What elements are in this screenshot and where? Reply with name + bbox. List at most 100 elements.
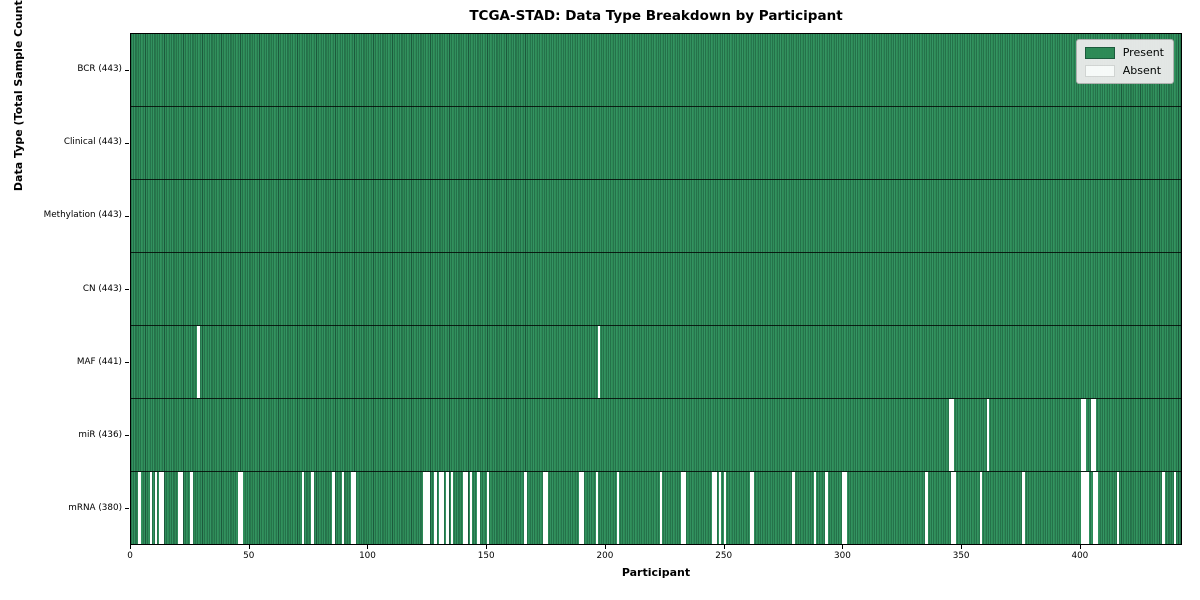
heatmap-row-Methylation xyxy=(131,179,1181,252)
absent-mark xyxy=(351,472,354,544)
x-tick-mark xyxy=(486,545,488,549)
y-tick-label: MAF (441) xyxy=(76,356,122,367)
x-tick-mark xyxy=(367,545,369,549)
legend-label-present: Present xyxy=(1122,46,1164,59)
absent-mark xyxy=(979,472,983,544)
legend: Present Absent xyxy=(1075,39,1174,84)
absent-mark xyxy=(616,472,620,544)
x-tick-label: 50 xyxy=(243,551,255,561)
absent-mark xyxy=(1081,399,1084,471)
absent-mark xyxy=(161,472,165,544)
absent-mark xyxy=(240,472,243,544)
absent-mark xyxy=(190,472,193,544)
absent-mark xyxy=(842,472,845,544)
legend-swatch-absent-icon xyxy=(1084,64,1115,77)
y-tick-marks xyxy=(125,33,130,545)
x-tick-mark xyxy=(842,545,844,549)
absent-mark xyxy=(844,472,847,544)
legend-swatch-present-icon xyxy=(1084,46,1115,59)
legend-label-absent: Absent xyxy=(1122,64,1162,77)
absent-mark xyxy=(450,472,454,544)
heatmap-row-miR xyxy=(131,398,1181,471)
absent-mark xyxy=(424,472,428,544)
absent-mark xyxy=(749,472,753,544)
y-tick-label: miR (436) xyxy=(78,429,122,440)
absent-mark xyxy=(986,399,990,471)
y-tick-labels: BCR (443) Clinical (443) Methylation (443)… xyxy=(0,33,122,545)
absent-mark xyxy=(723,472,727,544)
absent-mark xyxy=(149,472,153,544)
absent-mark xyxy=(751,472,755,544)
absent-mark xyxy=(659,472,663,544)
plot-area: Present Absent xyxy=(130,33,1182,545)
x-tick-label: 150 xyxy=(477,551,495,561)
absent-mark xyxy=(1095,472,1099,544)
absent-mark xyxy=(714,472,717,544)
absent-mark xyxy=(427,472,430,544)
y-tick-label: mRNA (380) xyxy=(68,502,122,513)
absent-mark xyxy=(595,472,599,544)
absent-mark xyxy=(462,472,466,544)
x-tick-label: 400 xyxy=(1071,551,1089,561)
absent-mark xyxy=(1093,399,1096,471)
absent-mark xyxy=(434,472,437,544)
y-tick-mark xyxy=(125,215,129,217)
absent-mark xyxy=(825,472,828,544)
absent-mark xyxy=(1173,472,1177,544)
absent-mark xyxy=(469,472,473,544)
absent-mark xyxy=(301,472,305,544)
absent-mark xyxy=(1093,472,1096,544)
heatmap-row-BCR xyxy=(131,34,1181,106)
x-tick-mark xyxy=(130,545,131,549)
absent-mark xyxy=(951,399,954,471)
absent-mark xyxy=(441,472,444,544)
absent-mark xyxy=(197,326,200,398)
x-tick-mark xyxy=(604,545,606,549)
absent-mark xyxy=(311,472,314,544)
absent-mark xyxy=(1117,472,1120,544)
legend-item-present: Present xyxy=(1084,46,1164,59)
absent-mark xyxy=(477,472,480,544)
absent-mark xyxy=(138,472,141,544)
x-tick-label: 0 xyxy=(127,551,133,561)
x-tick-mark xyxy=(723,545,725,549)
absent-mark xyxy=(578,472,582,544)
absent-mark xyxy=(951,472,954,544)
x-axis-label: Participant xyxy=(621,566,691,579)
absent-mark xyxy=(159,472,162,544)
x-tick-label: 350 xyxy=(952,551,970,561)
heatmap-row-Clinical xyxy=(131,106,1181,179)
absent-mark xyxy=(953,472,956,544)
absent-mark xyxy=(341,472,345,544)
x-tick-mark xyxy=(1079,545,1081,549)
x-tick-label: 300 xyxy=(834,551,851,561)
x-tick-mark xyxy=(961,545,963,549)
absent-mark xyxy=(486,472,489,544)
absent-mark xyxy=(1083,399,1087,471)
y-tick-mark xyxy=(125,289,129,290)
heatmap-row-mRNA xyxy=(131,471,1181,544)
y-tick-label: Clinical (443) xyxy=(63,137,122,148)
heatmap-row-MAF xyxy=(131,325,1181,398)
absent-mark xyxy=(718,472,722,544)
y-tick-mark xyxy=(125,142,129,144)
x-tick-label: 200 xyxy=(596,551,614,561)
absent-mark xyxy=(792,472,795,544)
absent-mark xyxy=(353,472,357,544)
absent-mark xyxy=(422,472,426,544)
absent-mark xyxy=(332,472,335,544)
absent-mark xyxy=(581,472,584,544)
legend-item-absent: Absent xyxy=(1084,64,1164,77)
absent-mark xyxy=(1086,472,1089,544)
heatmap-row-CN xyxy=(131,252,1181,325)
y-tick-mark xyxy=(125,69,129,71)
y-tick-mark xyxy=(125,435,129,437)
absent-mark xyxy=(1081,472,1084,544)
absent-mark xyxy=(597,326,601,398)
absent-mark xyxy=(178,472,181,544)
absent-mark xyxy=(446,472,449,544)
y-tick-mark xyxy=(125,362,129,364)
absent-mark xyxy=(711,472,715,544)
x-tick-label: 100 xyxy=(359,551,376,561)
absent-mark xyxy=(543,472,546,544)
